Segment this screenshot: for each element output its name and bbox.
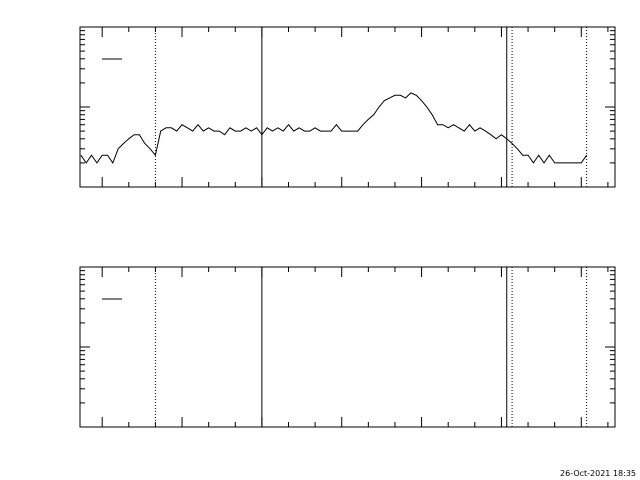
plot-frame: [79, 26, 616, 188]
footer-date: 26-Oct-2021 18:35: [560, 469, 636, 478]
series-line: [80, 92, 588, 164]
panel-hi: [79, 266, 616, 428]
plot-frame: [79, 266, 616, 428]
panel-lo: [79, 26, 616, 188]
